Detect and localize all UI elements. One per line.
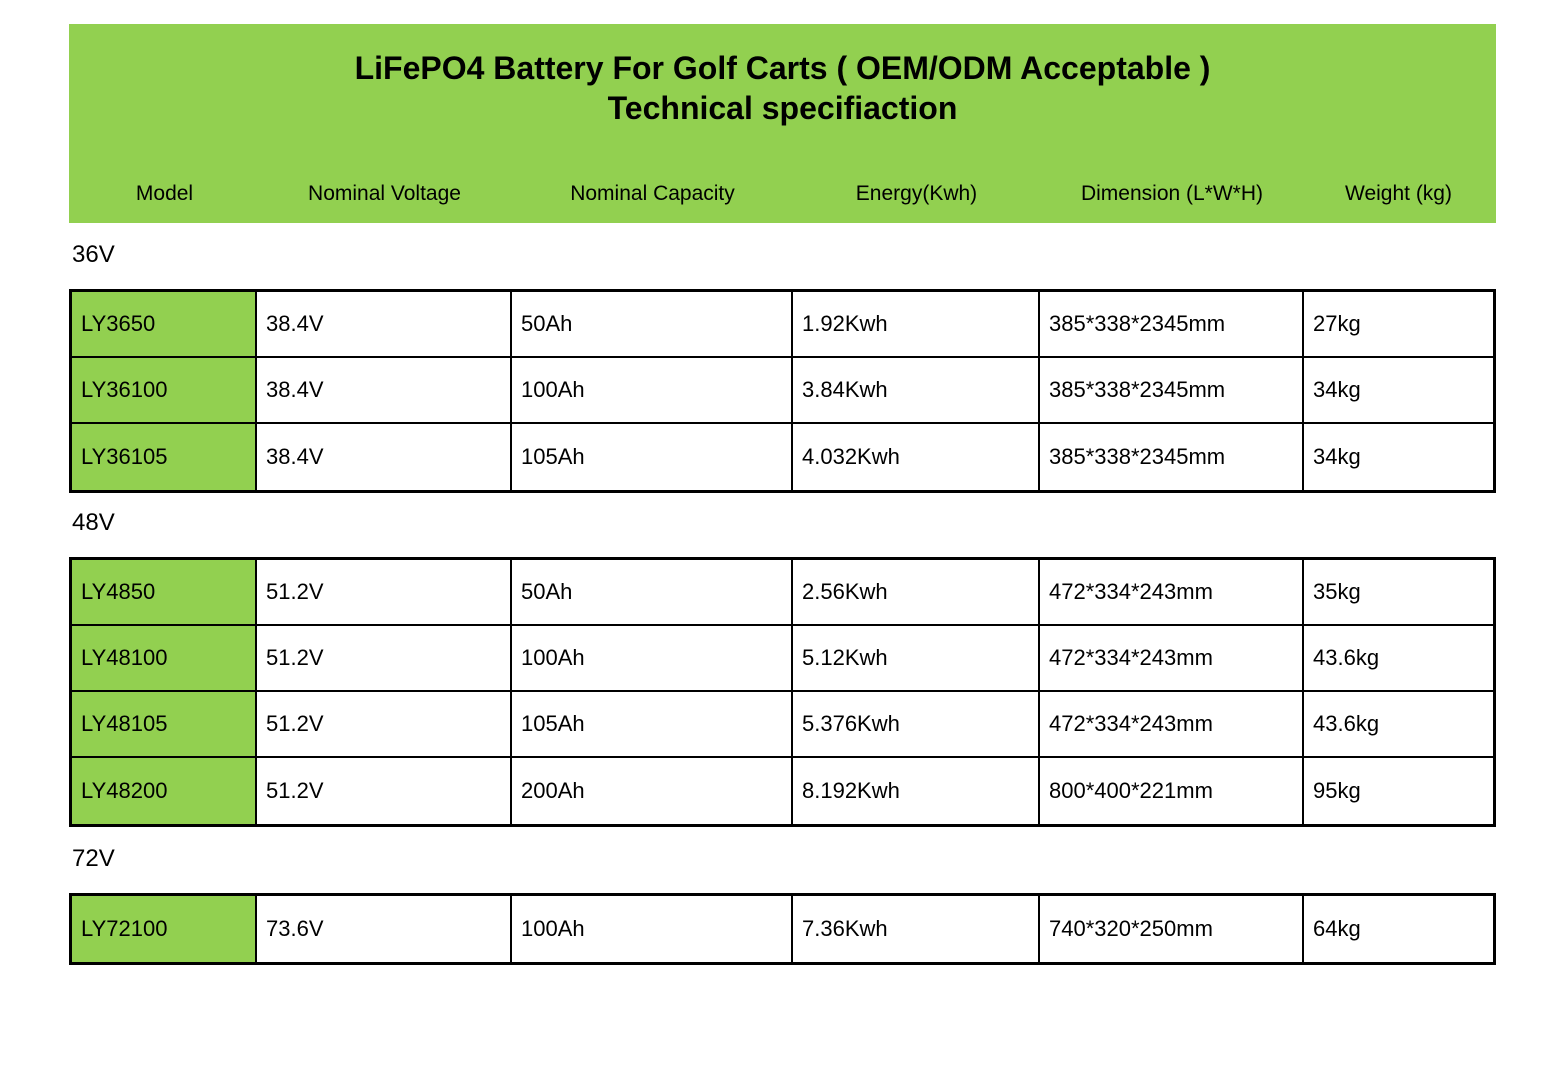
spec-cell: 51.2V: [257, 692, 512, 758]
spec-cell: 34kg: [1313, 444, 1361, 469]
spec-cell: 27kg: [1304, 292, 1493, 358]
spec-cell: 43.6kg: [1304, 692, 1493, 758]
spec-table-48v: LY4850 51.2V 50Ah 2.56Kwh 472*334*243mm 35kg L…: [69, 557, 1496, 827]
header-band: LiFePO4 Battery For Golf Carts ( OEM/ODM…: [69, 24, 1496, 223]
spec-cell: 472*334*243mm: [1040, 692, 1304, 758]
spec-cell: 50Ah: [512, 292, 793, 358]
spec-cell: 385*338*2345mm: [1040, 358, 1304, 424]
spec-cell: 385*338*2345mm: [1040, 424, 1304, 490]
spec-cell: 64kg: [1313, 916, 1361, 941]
column-header-5: Weight (kg): [1345, 182, 1452, 205]
spec-cell: 200Ah: [512, 758, 793, 824]
spec-cell: 105Ah: [512, 692, 793, 758]
spec-cell: 1.92Kwh: [793, 292, 1040, 358]
spec-cell: 73.6V: [257, 896, 512, 962]
spec-cell: 38.4V: [257, 424, 512, 490]
spec-cell: 3.84Kwh: [793, 358, 1040, 424]
column-header-0: Model: [135, 182, 194, 205]
spec-cell: 51.2V: [257, 758, 512, 824]
spec-cell: 472*334*243mm: [1040, 626, 1304, 692]
spec-cell: 50Ah: [512, 560, 793, 626]
model-cell: LY48200: [72, 758, 257, 824]
spec-cell: 7.36Kwh: [793, 896, 1040, 962]
spec-cell: 43.6kg: [1304, 626, 1493, 692]
spec-cell: 95kg: [1313, 778, 1361, 803]
section-label: 72V: [72, 845, 115, 872]
model-cell: LY48100: [72, 626, 257, 692]
sheet-title: LiFePO4 Battery For Golf Carts ( OEM/ODM…: [69, 24, 1496, 128]
section-72v: 72V LY72100 73.6V 100Ah 7.36Kwh 740*320*250mm…: [69, 845, 1496, 965]
spec-cell: 100Ah: [512, 626, 793, 692]
spec-cell: 51.2V: [257, 560, 512, 626]
model-cell: LY4850: [72, 560, 257, 626]
spec-cell: 4.032Kwh: [793, 424, 1040, 490]
spec-cell: 5.376Kwh: [793, 692, 1040, 758]
spec-cell: 35kg: [1304, 560, 1493, 626]
section-48v: 48V LY4850 51.2V 50Ah 2.56Kwh 472*334*243mm 35…: [69, 509, 1496, 827]
spec-cell: 38.4V: [257, 358, 512, 424]
spec-cell: 34kg: [1304, 358, 1493, 424]
spec-table-36v: LY3650 38.4V 50Ah 1.92Kwh 385*338*2345mm 27kg…: [69, 289, 1496, 493]
title-line-1: LiFePO4 Battery For Golf Carts ( OEM/ODM…: [354, 50, 1211, 86]
spec-cell: 8.192Kwh: [793, 758, 1040, 824]
spec-cell: 385*338*2345mm: [1040, 292, 1304, 358]
spec-cell: 800*400*221mm: [1040, 758, 1304, 824]
model-cell: LY36100: [72, 358, 257, 424]
column-header-1: Nominal Voltage: [308, 182, 461, 205]
column-header-2: Nominal Capacity: [570, 182, 735, 205]
section-label: 36V: [72, 241, 115, 268]
spec-table-72v: LY72100 73.6V 100Ah 7.36Kwh 740*320*250mm 64k…: [69, 893, 1496, 965]
section-36v: 36V LY3650 38.4V 50Ah 1.92Kwh 385*338*2345mm 2…: [69, 241, 1496, 493]
spec-cell: 2.56Kwh: [793, 560, 1040, 626]
spec-cell: 51.2V: [257, 626, 512, 692]
model-cell: LY48105: [72, 692, 257, 758]
column-headers: Model Nominal Voltage Nominal Capacity Ener…: [72, 181, 1493, 207]
spec-cell: 100Ah: [512, 896, 793, 962]
model-cell: LY36105: [72, 424, 257, 490]
column-header-3: Energy(Kwh): [855, 182, 978, 205]
spec-cell: 740*320*250mm: [1040, 896, 1304, 962]
spec-cell: 100Ah: [512, 358, 793, 424]
spec-cell: 472*334*243mm: [1040, 560, 1304, 626]
model-cell: LY3650: [72, 292, 257, 358]
spec-cell: 105Ah: [512, 424, 793, 490]
model-cell: LY72100: [72, 896, 257, 962]
spec-cell: 5.12Kwh: [793, 626, 1040, 692]
column-header-4: Dimension (L*W*H): [1080, 182, 1264, 205]
spec-cell: 38.4V: [257, 292, 512, 358]
title-line-2: Technical specifiaction: [607, 90, 958, 126]
section-label: 48V: [72, 509, 115, 536]
